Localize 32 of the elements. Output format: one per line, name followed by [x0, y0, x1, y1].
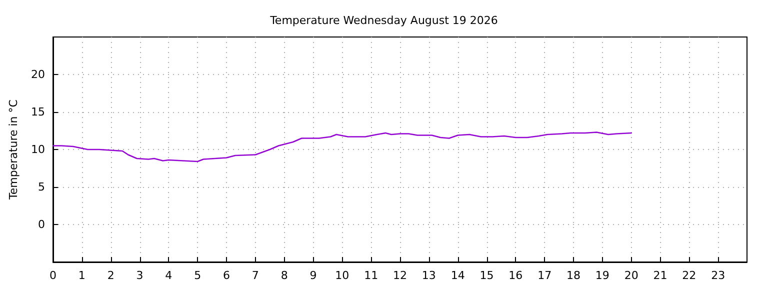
- y-tick-label: 0: [38, 218, 45, 231]
- x-tick-label: 14: [450, 269, 465, 282]
- y-tick-label: 15: [31, 106, 45, 118]
- chart-title: Temperature Wednesday August 19 2026: [269, 14, 498, 27]
- y-tick-label: 20: [31, 68, 45, 81]
- x-tick-label: 9: [310, 269, 317, 282]
- y-axis-title: Temperature in °C: [7, 99, 20, 200]
- x-tick-label: 6: [223, 269, 230, 282]
- x-tick-label: 7: [252, 269, 259, 282]
- x-tick-label: 8: [280, 269, 288, 282]
- x-tick-label: 23: [711, 269, 726, 282]
- y-tick-label: 10: [31, 143, 45, 156]
- x-tick-label: 11: [364, 269, 378, 282]
- x-tick-label: 21: [653, 269, 668, 282]
- line-series: [52, 132, 632, 162]
- x-tick-label: 22: [682, 269, 696, 282]
- x-tick-label: 4: [165, 269, 172, 282]
- x-tick-label: 10: [335, 269, 350, 282]
- x-tick-label: 12: [393, 269, 407, 282]
- x-tick-label: 18: [566, 269, 580, 282]
- x-tick-label: 3: [136, 269, 144, 282]
- x-tick-label: 17: [538, 269, 552, 282]
- x-tick-label: 2: [107, 269, 114, 282]
- x-tick-label: 19: [595, 269, 610, 282]
- x-tick-label: 0: [50, 269, 56, 282]
- x-tick-label: 13: [422, 269, 436, 282]
- x-tick-label: 1: [78, 269, 86, 282]
- y-tick-label: 5: [38, 180, 45, 194]
- x-tick-label: 16: [508, 269, 523, 282]
- x-tick-label: 15: [480, 269, 494, 282]
- x-tick-label: 5: [194, 269, 202, 282]
- x-tick-label: 20: [624, 269, 638, 282]
